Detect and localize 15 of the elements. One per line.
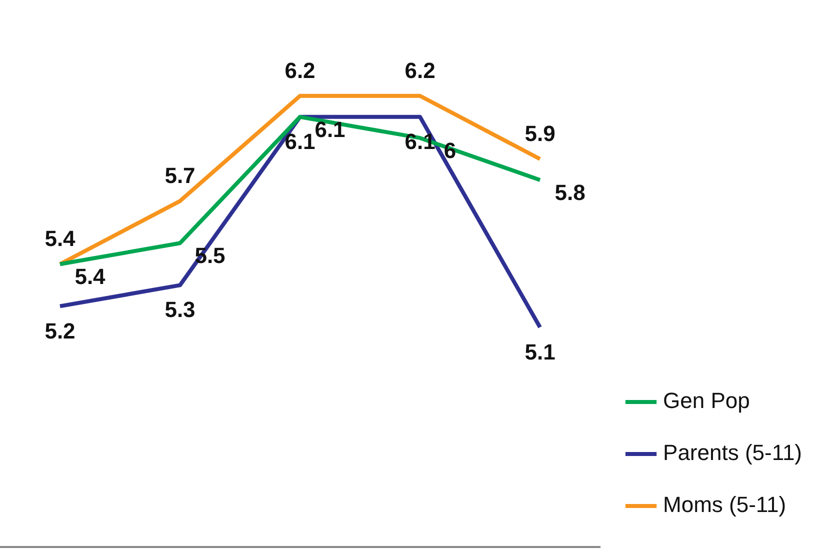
legend-label: Parents (5-11)	[663, 440, 802, 466]
data-label: 5.1	[524, 339, 556, 364]
legend-label: Moms (5-11)	[663, 492, 786, 518]
data-label: 5.9	[524, 121, 556, 146]
data-label: 6.1	[284, 128, 316, 154]
data-label: 6.2	[404, 58, 436, 83]
data-label: 5.8	[554, 180, 586, 206]
data-label: 5.7	[164, 163, 196, 188]
data-label: 5.3	[164, 297, 196, 322]
data-label: 5.4	[44, 226, 76, 252]
data-label: 6.1	[314, 116, 346, 142]
data-label: 5.4	[74, 264, 106, 290]
data-label: 5.2	[44, 318, 76, 344]
data-label: 6.2	[284, 58, 316, 83]
legend-label: Gen Pop	[663, 388, 750, 414]
